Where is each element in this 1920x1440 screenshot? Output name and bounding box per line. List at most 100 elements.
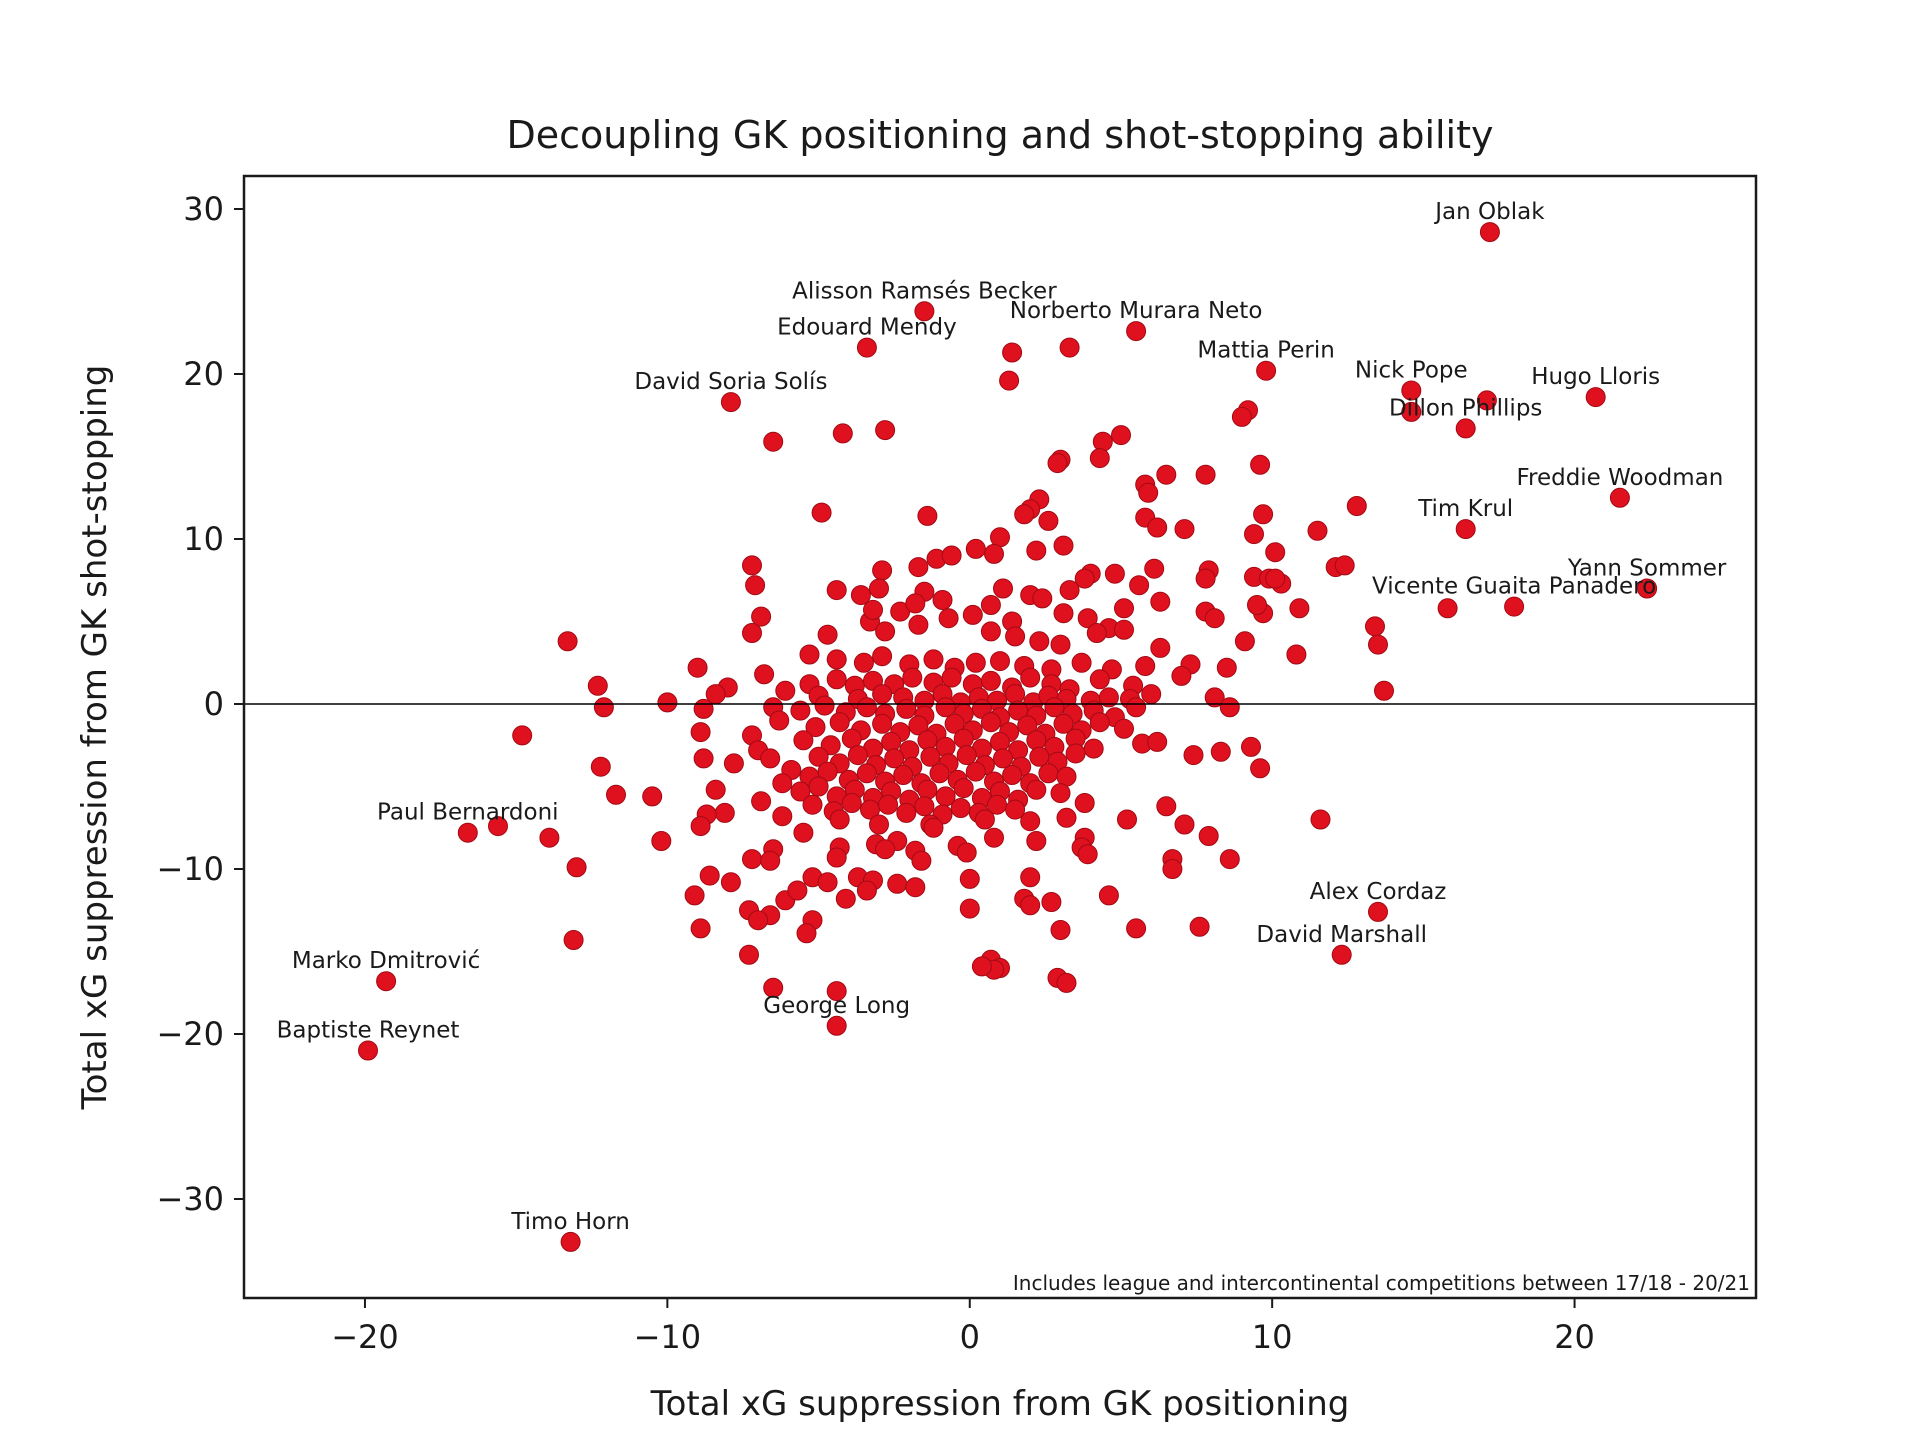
data-point bbox=[1089, 712, 1110, 733]
data-point bbox=[1098, 687, 1119, 708]
data-point bbox=[1265, 568, 1286, 589]
data-point bbox=[920, 746, 941, 767]
data-point bbox=[869, 814, 889, 835]
data-point bbox=[826, 669, 847, 690]
data-point bbox=[651, 831, 672, 851]
x-tick-label: −10 bbox=[634, 1318, 702, 1356]
y-tick-label: 0 bbox=[204, 685, 224, 723]
data-point bbox=[962, 604, 983, 625]
data-point bbox=[1231, 406, 1252, 427]
data-point bbox=[953, 728, 974, 749]
data-point bbox=[914, 796, 935, 817]
data-point bbox=[829, 712, 850, 733]
point-label: Yann Sommer bbox=[1567, 556, 1727, 582]
data-point bbox=[1026, 779, 1047, 800]
data-point bbox=[1053, 535, 1074, 556]
data-point bbox=[817, 624, 838, 645]
data-point bbox=[1504, 596, 1525, 617]
data-point bbox=[1114, 718, 1134, 739]
data-point bbox=[1074, 568, 1095, 589]
data-point bbox=[1195, 568, 1216, 589]
data-point bbox=[1050, 634, 1071, 655]
data-point bbox=[1002, 342, 1023, 363]
data-point bbox=[1585, 387, 1606, 408]
data-point bbox=[814, 695, 835, 716]
data-point bbox=[869, 578, 889, 599]
data-point bbox=[1111, 425, 1131, 446]
data-point bbox=[690, 722, 711, 743]
data-point bbox=[1183, 745, 1204, 766]
x-tick-label: 0 bbox=[960, 1318, 980, 1356]
data-point bbox=[1250, 454, 1271, 475]
data-point bbox=[875, 420, 896, 441]
data-point bbox=[1056, 807, 1077, 828]
data-point bbox=[1083, 738, 1104, 759]
data-point bbox=[799, 644, 820, 665]
data-point bbox=[1029, 746, 1050, 767]
data-point bbox=[1020, 667, 1041, 688]
y-tick-label: 20 bbox=[183, 355, 224, 393]
data-point bbox=[965, 538, 986, 559]
data-point bbox=[684, 885, 705, 906]
data-point bbox=[1204, 687, 1225, 708]
data-point bbox=[1014, 504, 1035, 525]
point-label: Tim Krul bbox=[1417, 496, 1513, 522]
data-point bbox=[714, 802, 735, 823]
data-point bbox=[790, 700, 811, 721]
data-point bbox=[875, 839, 896, 860]
data-point bbox=[1219, 849, 1240, 870]
data-point bbox=[959, 898, 980, 919]
data-point bbox=[826, 981, 847, 1002]
data-point bbox=[1026, 831, 1047, 851]
data-point bbox=[1265, 542, 1286, 563]
data-point bbox=[856, 880, 877, 901]
data-point bbox=[760, 850, 781, 871]
data-point bbox=[1059, 580, 1080, 601]
data-point bbox=[980, 712, 1001, 733]
data-point bbox=[1020, 895, 1041, 916]
data-point bbox=[938, 608, 959, 629]
data-point bbox=[1346, 496, 1367, 516]
data-point bbox=[856, 697, 877, 718]
data-point bbox=[1455, 418, 1476, 439]
point-label: Nick Pope bbox=[1355, 358, 1468, 384]
data-point bbox=[974, 809, 995, 830]
data-point bbox=[376, 971, 397, 992]
data-point bbox=[896, 802, 917, 823]
data-point bbox=[990, 651, 1010, 672]
data-point bbox=[1150, 637, 1171, 658]
data-point bbox=[826, 847, 847, 868]
data-point bbox=[1286, 644, 1307, 665]
data-point bbox=[1047, 453, 1068, 474]
data-point bbox=[1041, 892, 1062, 912]
data-point bbox=[905, 593, 926, 614]
data-point bbox=[1077, 608, 1098, 629]
data-point bbox=[980, 670, 1001, 691]
x-axis-ticks: −20 −10 0 10 20 bbox=[331, 1298, 1595, 1356]
point-label: Marko Dmitrović bbox=[292, 948, 480, 974]
data-point bbox=[896, 698, 917, 719]
data-point bbox=[1244, 524, 1264, 545]
data-point bbox=[923, 817, 944, 838]
data-point bbox=[566, 857, 587, 878]
point-label: Timo Horn bbox=[510, 1209, 630, 1235]
data-point bbox=[723, 753, 744, 774]
point-label: Dillon Phillips bbox=[1389, 395, 1542, 421]
data-point bbox=[1029, 631, 1050, 652]
data-point bbox=[1156, 796, 1177, 817]
data-point bbox=[488, 816, 508, 837]
data-point bbox=[593, 697, 614, 718]
data-point bbox=[1026, 540, 1047, 561]
data-point bbox=[1234, 631, 1255, 652]
data-point bbox=[850, 585, 871, 606]
data-point bbox=[841, 793, 862, 813]
data-point bbox=[908, 715, 929, 736]
data-points bbox=[358, 222, 1658, 1252]
data-point bbox=[690, 816, 711, 837]
data-point bbox=[1253, 504, 1274, 525]
data-point bbox=[358, 1040, 378, 1061]
data-point bbox=[772, 806, 793, 827]
y-tick-label: −20 bbox=[156, 1015, 224, 1053]
y-tick-label: 10 bbox=[183, 520, 224, 558]
data-point bbox=[1092, 431, 1113, 452]
